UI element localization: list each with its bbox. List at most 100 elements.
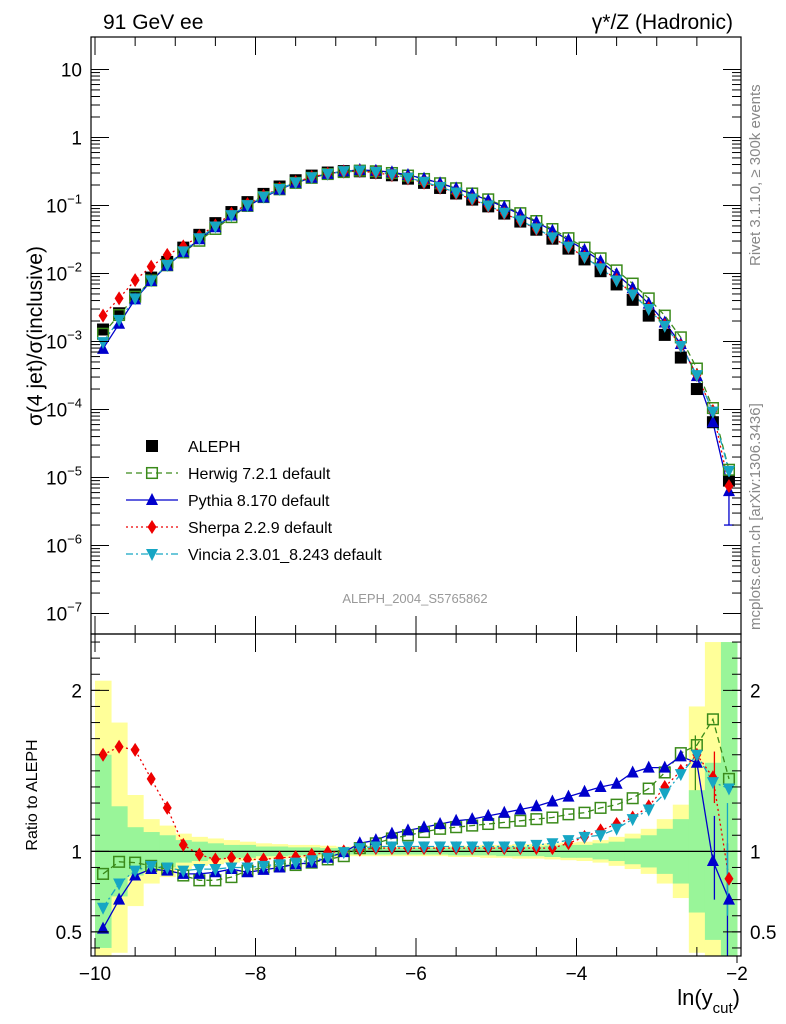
main-y-tick-exponent: −3 [67, 327, 82, 342]
ratio-point-sherpa-2-2-9-default [162, 800, 172, 815]
main-line-sherpa-2-2-9-default [102, 170, 730, 487]
main-data-layer [96, 162, 736, 526]
main-y-tick-label: 10−6 [46, 532, 82, 558]
main-point-vincia-2-3-01-8-243-default [610, 275, 623, 288]
main-point-vincia-2-3-01-8-243-default [434, 181, 447, 194]
legend-label-herwig-7-2-1-default: Herwig 7.2.1 default [188, 466, 331, 483]
ratio-point-vincia-2-3-01-8-243-default [498, 841, 511, 854]
ratio-point-vincia-2-3-01-8-243-default [257, 860, 270, 873]
main-point-sherpa-2-2-9-default [114, 291, 124, 306]
main-point-sherpa-2-2-9-default [724, 479, 734, 494]
ratio-point-vincia-2-3-01-8-243-default [161, 862, 174, 875]
main-y-tick-base: 10 [46, 264, 67, 285]
ratio-point-herwig-7-2-1-default [562, 808, 575, 821]
legend-marker-herwig-7-2-1-default [145, 466, 159, 480]
ratio-point-sherpa-2-2-9-default [114, 739, 124, 754]
main-y-tick-base: 10 [46, 332, 67, 353]
ratio-point-vincia-2-3-01-8-243-default [578, 831, 591, 844]
ratio-point-pythia-8-170-default [401, 823, 414, 836]
main-point-vincia-2-3-01-8-243-default [722, 465, 735, 478]
ratio-point-pythia-8-170-default [514, 802, 527, 815]
main-y-tick-exponent: −4 [67, 395, 82, 410]
main-point-vincia-2-3-01-8-243-default [337, 166, 350, 179]
main-point-vincia-2-3-01-8-243-default [658, 320, 671, 333]
ratio-point-pythia-8-170-default [418, 820, 431, 833]
main-point-vincia-2-3-01-8-243-default [161, 260, 174, 273]
main-point-sherpa-2-2-9-default [146, 259, 156, 274]
main-point-vincia-2-3-01-8-243-default [450, 187, 463, 200]
main-y-tick-label: 10−5 [46, 464, 82, 490]
legend-marker-sherpa-2-2-9-default [147, 520, 157, 534]
main-y-tick-base: 10 [46, 605, 67, 626]
ratio-point-vincia-2-3-01-8-243-default [129, 865, 142, 878]
ratio-point-vincia-2-3-01-8-243-default [209, 864, 222, 877]
ratio-point-vincia-2-3-01-8-243-default [514, 841, 527, 854]
ratio-point-vincia-2-3-01-8-243-default [690, 749, 703, 762]
ratio-ticks: 0.5 0.5 1 1 2 2 −10 −8 −6 −4 −2 [56, 634, 776, 985]
x-axis-label: ln(ycut) [677, 985, 740, 1017]
x-tick-label: −6 [405, 964, 427, 985]
ratio-point-herwig-7-2-1-default [626, 792, 639, 805]
ratio-point-vincia-2-3-01-8-243-default [674, 769, 687, 782]
main-line-herwig-7-2-1-default [102, 170, 730, 470]
legend-label-aleph: ALEPH [188, 439, 240, 456]
ratio-point-vincia-2-3-01-8-243-default [418, 841, 431, 854]
ratio-point-pythia-8-170-default [594, 779, 607, 792]
ratio-point-vincia-2-3-01-8-243-default [321, 852, 334, 865]
ratio-point-pythia-8-170-default [706, 854, 719, 867]
main-point-vincia-2-3-01-8-243-default [530, 223, 543, 236]
main-point-vincia-2-3-01-8-243-default [241, 200, 254, 213]
main-frame [90, 36, 742, 635]
main-y-tick-exponent: −6 [67, 532, 82, 547]
ratio-point-vincia-2-3-01-8-243-default [305, 855, 318, 868]
x-tick-label: −2 [726, 964, 748, 985]
ratio-point-pythia-8-170-default [498, 805, 511, 818]
ratio-point-vincia-2-3-01-8-243-default [594, 830, 607, 843]
ratio-point-pythia-8-170-default [690, 755, 703, 768]
header-left-label: 91 GeV ee [103, 11, 203, 34]
main-point-vincia-2-3-01-8-243-default [193, 233, 206, 246]
main-point-aleph [690, 383, 703, 396]
ratio-y-tick-label-left: 2 [71, 681, 82, 702]
ratio-point-vincia-2-3-01-8-243-default [225, 862, 238, 875]
main-point-vincia-2-3-01-8-243-default [594, 263, 607, 276]
ratio-point-pythia-8-170-default [97, 921, 110, 934]
ratio-point-vincia-2-3-01-8-243-default [241, 862, 254, 875]
ratio-point-vincia-2-3-01-8-243-default [642, 804, 655, 817]
main-y-axis-label: σ(4 jet)/σ(inclusive) [24, 246, 47, 426]
main-point-pythia-8-170-default [594, 254, 607, 267]
ratio-point-vincia-2-3-01-8-243-default [145, 860, 158, 873]
ratio-point-vincia-2-3-01-8-243-default [626, 814, 639, 827]
ratio-point-pythia-8-170-default [562, 789, 575, 802]
ratio-point-pythia-8-170-default [674, 749, 687, 762]
ratio-point-vincia-2-3-01-8-243-default [610, 823, 623, 836]
x-tick-label: −10 [79, 964, 111, 985]
ratio-point-vincia-2-3-01-8-243-default [658, 788, 671, 801]
main-y-tick-label: 10 [61, 60, 82, 81]
ratio-point-pythia-8-170-default [626, 765, 639, 778]
ratio-point-pythia-8-170-default [113, 892, 126, 905]
ratio-point-pythia-8-170-default [530, 799, 543, 812]
main-point-vincia-2-3-01-8-243-default [289, 177, 302, 190]
ratio-data-layer [96, 713, 736, 956]
ratio-point-pythia-8-170-default [385, 826, 398, 839]
main-point-vincia-2-3-01-8-243-default [642, 304, 655, 317]
ratio-point-sherpa-2-2-9-default [724, 871, 734, 886]
main-point-vincia-2-3-01-8-243-default [466, 193, 479, 206]
ratio-point-vincia-2-3-01-8-243-default [337, 847, 350, 860]
ratio-point-herwig-7-2-1-default [594, 801, 607, 814]
main-point-vincia-2-3-01-8-243-default [305, 172, 318, 185]
main-y-tick-label: 10−3 [46, 327, 82, 353]
main-point-vincia-2-3-01-8-243-default [385, 169, 398, 182]
main-point-vincia-2-3-01-8-243-default [626, 289, 639, 302]
ratio-y-tick-label-right: 2 [750, 681, 761, 702]
ratio-y-axis-label: Ratio to ALEPH [24, 739, 41, 850]
ratio-point-herwig-7-2-1-default [96, 867, 110, 880]
ratio-point-pythia-8-170-default [722, 892, 735, 905]
main-y-tick-exponent: −5 [67, 464, 82, 479]
ratio-point-sherpa-2-2-9-default [210, 852, 220, 867]
main-y-tick-label: 1 [71, 128, 82, 149]
main-point-vincia-2-3-01-8-243-default [418, 176, 431, 189]
